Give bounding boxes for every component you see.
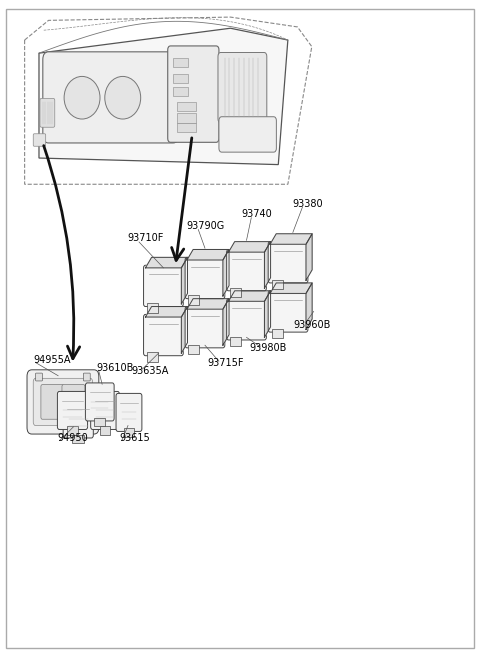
FancyBboxPatch shape: [173, 74, 188, 83]
Text: 93635A: 93635A: [131, 366, 168, 376]
Polygon shape: [270, 283, 312, 294]
FancyBboxPatch shape: [63, 400, 93, 438]
FancyBboxPatch shape: [268, 242, 308, 283]
FancyBboxPatch shape: [177, 114, 196, 123]
Polygon shape: [181, 258, 188, 304]
FancyBboxPatch shape: [185, 307, 225, 348]
FancyBboxPatch shape: [99, 426, 110, 435]
Polygon shape: [145, 307, 188, 317]
Polygon shape: [187, 250, 229, 260]
FancyBboxPatch shape: [84, 373, 90, 381]
FancyBboxPatch shape: [72, 435, 84, 443]
Polygon shape: [264, 291, 271, 337]
FancyBboxPatch shape: [272, 280, 283, 289]
Text: 93980B: 93980B: [249, 344, 286, 353]
Text: 93710F: 93710F: [128, 233, 164, 243]
FancyBboxPatch shape: [147, 352, 158, 361]
FancyBboxPatch shape: [85, 383, 114, 421]
FancyBboxPatch shape: [91, 392, 120, 430]
Text: 93615: 93615: [120, 432, 150, 443]
Polygon shape: [223, 250, 229, 296]
Polygon shape: [306, 234, 312, 281]
Polygon shape: [228, 242, 271, 252]
FancyBboxPatch shape: [33, 134, 46, 147]
Text: 93740: 93740: [242, 209, 273, 219]
FancyBboxPatch shape: [43, 52, 179, 143]
FancyBboxPatch shape: [173, 58, 188, 67]
FancyBboxPatch shape: [124, 428, 134, 437]
Ellipse shape: [105, 76, 141, 119]
FancyBboxPatch shape: [147, 304, 158, 313]
Text: 94955A: 94955A: [33, 355, 71, 365]
Polygon shape: [264, 242, 271, 288]
FancyBboxPatch shape: [94, 418, 105, 426]
FancyBboxPatch shape: [62, 384, 85, 419]
Polygon shape: [270, 234, 312, 244]
FancyBboxPatch shape: [27, 370, 99, 434]
Text: 94950: 94950: [57, 432, 88, 443]
FancyBboxPatch shape: [67, 426, 78, 435]
FancyBboxPatch shape: [268, 291, 308, 332]
Polygon shape: [181, 307, 188, 353]
FancyBboxPatch shape: [36, 373, 42, 381]
Polygon shape: [39, 28, 288, 165]
FancyBboxPatch shape: [227, 299, 266, 340]
FancyBboxPatch shape: [168, 46, 219, 143]
FancyBboxPatch shape: [41, 384, 64, 419]
Text: 93790G: 93790G: [187, 221, 225, 231]
FancyBboxPatch shape: [189, 296, 200, 305]
FancyBboxPatch shape: [144, 265, 183, 307]
FancyBboxPatch shape: [173, 87, 188, 97]
Text: 93715F: 93715F: [207, 358, 244, 368]
FancyBboxPatch shape: [177, 102, 196, 111]
FancyBboxPatch shape: [227, 250, 266, 291]
FancyBboxPatch shape: [33, 378, 93, 426]
Polygon shape: [228, 291, 271, 302]
FancyBboxPatch shape: [40, 99, 55, 127]
FancyBboxPatch shape: [218, 53, 267, 123]
Polygon shape: [223, 299, 229, 345]
FancyBboxPatch shape: [144, 315, 183, 355]
FancyBboxPatch shape: [230, 336, 241, 346]
FancyBboxPatch shape: [219, 117, 276, 152]
FancyBboxPatch shape: [116, 394, 142, 432]
Text: 93960B: 93960B: [294, 320, 331, 330]
FancyBboxPatch shape: [230, 288, 241, 297]
FancyBboxPatch shape: [189, 344, 200, 354]
Text: 93380: 93380: [293, 198, 324, 208]
Polygon shape: [187, 299, 229, 309]
FancyBboxPatch shape: [177, 124, 196, 133]
Ellipse shape: [64, 76, 100, 119]
FancyBboxPatch shape: [58, 392, 87, 430]
Polygon shape: [145, 258, 188, 268]
Polygon shape: [306, 283, 312, 329]
FancyBboxPatch shape: [185, 258, 225, 299]
Text: 93610B: 93610B: [96, 363, 134, 373]
FancyBboxPatch shape: [272, 328, 283, 338]
